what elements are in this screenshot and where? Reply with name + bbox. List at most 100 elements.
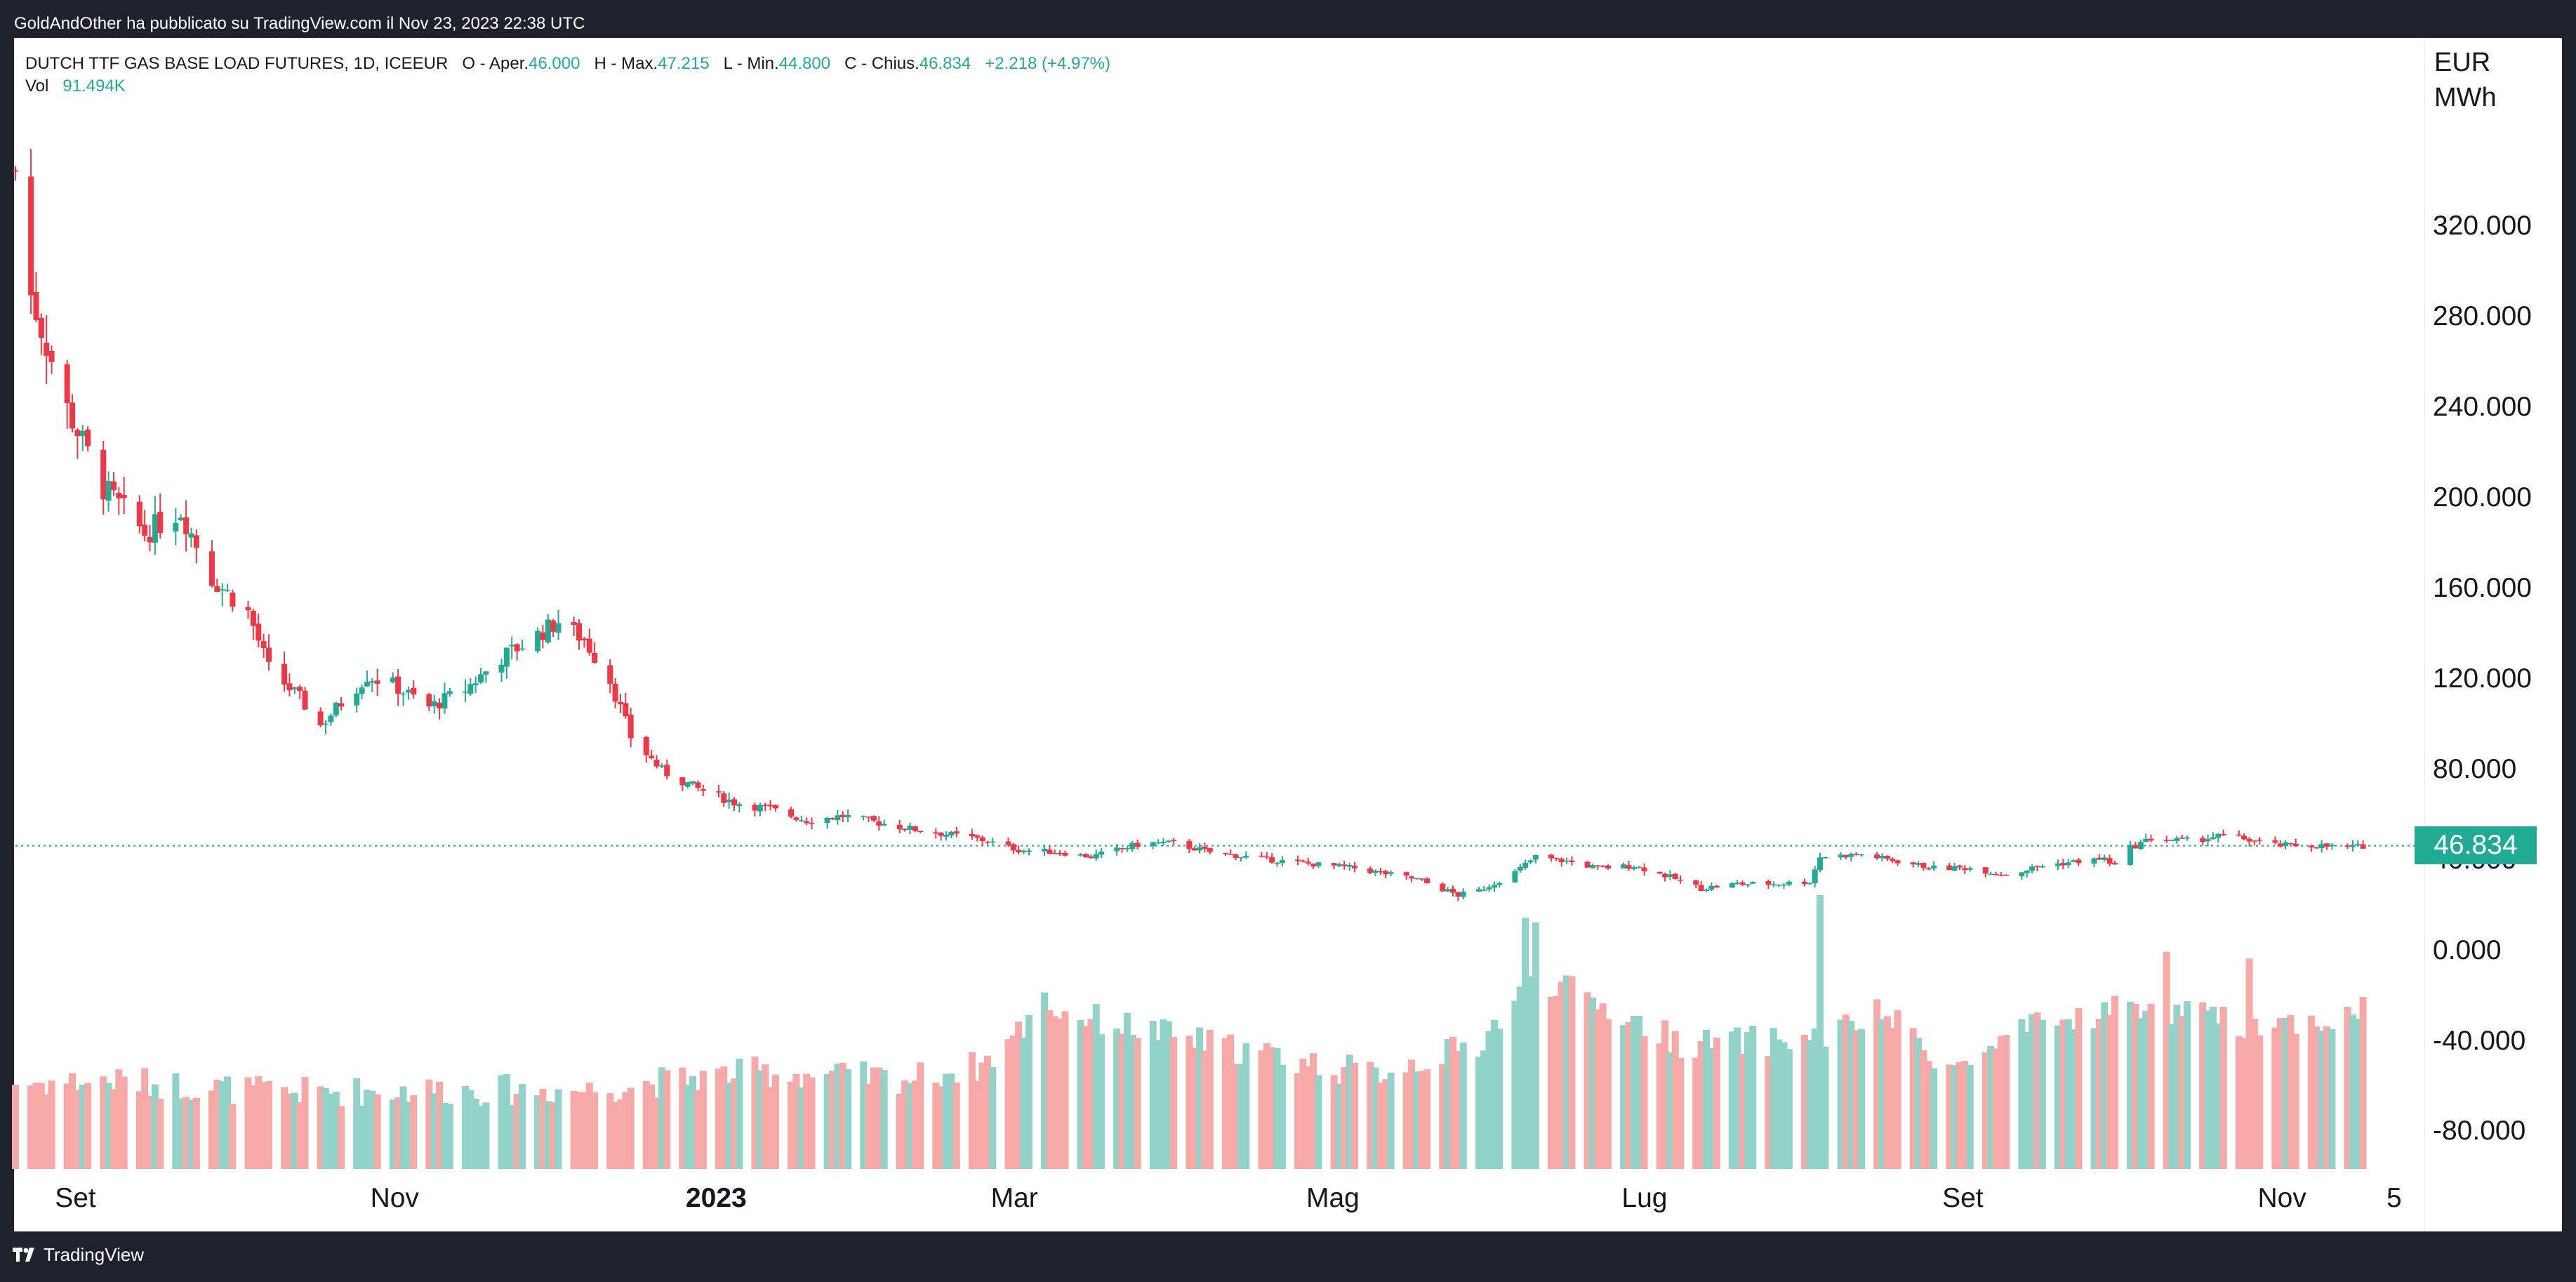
- volume-bar: [844, 1069, 852, 1169]
- volume-bar: [338, 1106, 345, 1169]
- candle-body: [1807, 883, 1813, 885]
- footer-brand: TradingView: [13, 1244, 144, 1266]
- candle-body: [152, 514, 158, 543]
- candle-body: [369, 681, 376, 683]
- legend-high-value: 47.215: [658, 54, 710, 73]
- candle-body: [1713, 885, 1720, 888]
- volume-bar: [1439, 1064, 1447, 1169]
- volume-bar: [1858, 1029, 1866, 1169]
- candle-body: [829, 818, 835, 819]
- legend-symbol: DUTCH TTF GAS BASE LOAD FUTURES, 1D, ICE…: [25, 54, 449, 73]
- volume-bar: [503, 1073, 510, 1169]
- volume-bar: [1485, 1031, 1493, 1169]
- candle-body: [219, 589, 225, 590]
- candle-body: [2019, 872, 2025, 877]
- volume-bar: [2070, 1029, 2078, 1169]
- volume-bar: [1775, 1039, 1783, 1169]
- volume-bar: [917, 1062, 924, 1169]
- volume-bar: [2106, 1015, 2113, 1169]
- candle-body: [2143, 838, 2149, 842]
- candle-body: [700, 788, 706, 791]
- candle-body: [2163, 840, 2170, 842]
- candle-body: [762, 805, 769, 806]
- candle-body: [64, 364, 70, 404]
- volume-bar: [1118, 1033, 1126, 1169]
- volume-bar: [84, 1083, 92, 1169]
- volume-bar: [244, 1077, 252, 1169]
- volume-bar: [544, 1101, 552, 1169]
- volume-bar: [74, 1090, 81, 1169]
- candle-body: [426, 694, 432, 707]
- volume-bar: [430, 1093, 438, 1169]
- volume-bar: [477, 1105, 485, 1169]
- volume-bar: [948, 1073, 955, 1169]
- price-tick-label: 240.000: [2433, 392, 2532, 423]
- candle-body: [116, 493, 122, 498]
- volume-bar: [1263, 1043, 1270, 1169]
- volume-bar: [622, 1092, 630, 1169]
- candle-body: [1734, 883, 1741, 884]
- volume-bars: [12, 895, 2367, 1169]
- volume-bar: [296, 1102, 304, 1169]
- current-price-tag: 46.834: [2415, 826, 2537, 864]
- candle-body: [1916, 863, 1922, 865]
- published-header: GoldAndOther ha pubblicato su TradingVie…: [14, 14, 585, 33]
- volume-bar: [1278, 1064, 1286, 1169]
- volume-bar: [213, 1079, 221, 1169]
- volume-bar: [1770, 1028, 1777, 1169]
- candle-body: [1853, 854, 1859, 855]
- candle-body: [907, 825, 913, 830]
- candle-body: [1388, 872, 1394, 874]
- volume-bar: [1164, 1021, 1172, 1169]
- candle-body: [1848, 854, 1854, 857]
- volume-bar: [1408, 1059, 1416, 1169]
- volume-bar: [1594, 1009, 1602, 1169]
- candle-body: [2034, 866, 2040, 868]
- volume-bar: [105, 1083, 112, 1169]
- volume-bar: [989, 1066, 997, 1169]
- candle-body: [178, 517, 184, 520]
- volume-bar: [1155, 1040, 1162, 1169]
- candle-body: [1305, 861, 1311, 864]
- candle-body: [990, 841, 996, 843]
- candle-body: [845, 815, 851, 818]
- volume-bar: [410, 1095, 418, 1169]
- candle-body: [1279, 860, 1285, 864]
- candle-body: [1496, 883, 1503, 885]
- candle-body: [147, 536, 153, 543]
- volume-bar: [109, 1089, 117, 1169]
- candle-body: [2344, 845, 2351, 847]
- candle-body: [1414, 878, 1420, 880]
- candle-body: [333, 702, 339, 715]
- volume-bar: [1087, 1019, 1095, 1169]
- candle-body: [881, 824, 887, 826]
- volume-bar: [1149, 1021, 1157, 1169]
- volume-bar: [2075, 1008, 2083, 1169]
- volume-bar: [2256, 1035, 2264, 1169]
- candle-body: [208, 551, 215, 586]
- candle-body: [1383, 871, 1389, 875]
- candle-body: [2184, 837, 2191, 839]
- candle-body: [1920, 863, 1927, 868]
- legend-volume-label: Vol: [25, 77, 49, 95]
- candle-body: [1776, 884, 1782, 886]
- candle-body: [1269, 857, 1275, 863]
- candle-body: [715, 791, 722, 793]
- candle-body: [405, 689, 411, 693]
- candle-body: [1708, 885, 1715, 890]
- candle-body: [1931, 865, 1937, 869]
- candle-body: [2257, 840, 2263, 841]
- volume-bar: [2209, 1006, 2217, 1169]
- candle-body: [1636, 866, 1642, 868]
- candle-body: [1114, 847, 1120, 852]
- volume-bar: [1511, 1000, 1519, 1169]
- volume-bar: [1330, 1075, 1338, 1169]
- candle-body: [917, 831, 924, 833]
- volume-bar: [591, 1092, 599, 1169]
- volume-bar: [1981, 1052, 1989, 1169]
- volume-bar: [2054, 1025, 2062, 1169]
- candle-body: [835, 815, 841, 821]
- candle-body: [1874, 854, 1880, 859]
- candle-body: [938, 832, 944, 836]
